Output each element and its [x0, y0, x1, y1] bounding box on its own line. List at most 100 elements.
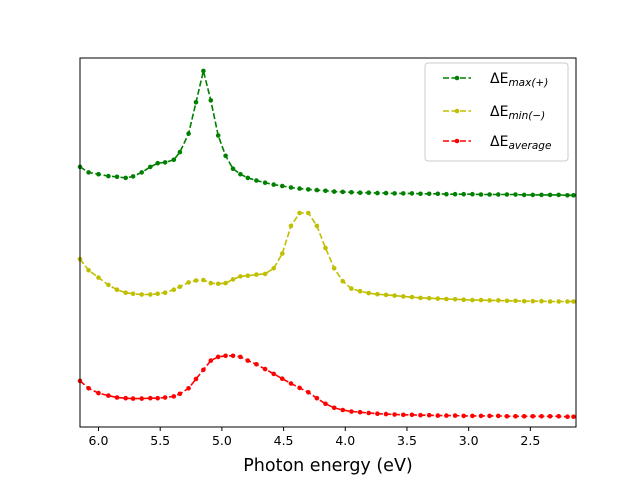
data-point-2-19 [230, 353, 236, 359]
data-point-1-29 [314, 223, 320, 229]
data-point-1-11 [171, 287, 177, 293]
data-point-1-28 [306, 210, 311, 216]
data-point-0-54 [530, 192, 536, 198]
data-point-1-35 [366, 290, 372, 296]
data-point-2-34 [357, 409, 363, 415]
data-point-2-25 [280, 376, 285, 382]
data-point-0-59 [571, 193, 576, 198]
data-point-1-52 [513, 298, 518, 304]
data-point-1-30 [323, 245, 328, 251]
data-point-0-41 [418, 191, 423, 197]
data-point-0-52 [513, 192, 518, 197]
data-point-2-43 [435, 413, 441, 418]
x-tick-label: 6.0 [89, 433, 109, 448]
data-point-2-26 [288, 381, 294, 386]
data-point-1-8 [148, 292, 153, 297]
legend-swatch-marker [454, 108, 460, 114]
data-point-0-45 [452, 191, 458, 197]
data-point-0-8 [148, 164, 153, 170]
data-point-0-18 [223, 153, 228, 159]
data-point-0-27 [297, 186, 302, 191]
data-point-0-44 [444, 191, 449, 197]
data-point-2-55 [539, 414, 544, 419]
data-point-1-48 [478, 297, 484, 303]
data-point-2-57 [556, 414, 561, 419]
data-point-0-3 [106, 173, 111, 179]
data-point-1-43 [435, 296, 441, 301]
data-point-2-31 [331, 405, 337, 411]
data-point-1-55 [539, 298, 544, 304]
data-point-2-45 [452, 413, 458, 418]
x-tick-label: 5.0 [212, 433, 232, 448]
data-point-0-7 [139, 170, 144, 175]
data-point-1-57 [556, 299, 561, 304]
data-point-2-41 [418, 412, 423, 418]
data-point-2-44 [444, 413, 449, 418]
data-point-0-9 [155, 160, 160, 166]
data-point-1-26 [288, 223, 294, 229]
data-point-2-53 [521, 414, 527, 419]
data-point-2-56 [547, 414, 553, 419]
data-point-1-2 [96, 275, 101, 280]
data-point-2-17 [215, 354, 221, 360]
data-point-1-54 [530, 298, 536, 304]
data-point-2-11 [171, 394, 177, 399]
data-point-0-5 [123, 175, 128, 181]
legend-label-main: ΔE [490, 71, 508, 87]
data-point-1-37 [383, 292, 389, 298]
data-point-1-3 [106, 282, 111, 288]
data-point-0-32 [340, 189, 346, 195]
data-point-2-18 [223, 353, 228, 359]
data-point-0-50 [496, 192, 501, 197]
data-point-0-16 [208, 98, 214, 103]
data-point-0-10 [162, 160, 168, 165]
data-point-2-39 [401, 412, 406, 418]
data-point-1-47 [470, 297, 475, 303]
data-point-1-10 [162, 290, 168, 296]
data-point-2-9 [155, 395, 160, 401]
data-point-2-23 [262, 366, 268, 372]
data-point-0-21 [245, 175, 251, 181]
data-point-0-12 [177, 149, 183, 155]
legend-entry-label: ΔEmax(+) [490, 71, 548, 89]
data-point-2-8 [148, 395, 153, 401]
x-axis-ticks: 6.0 5.5 5.0 4.5 4.0 3.5 3.0 2.5 [89, 427, 540, 448]
data-point-1-7 [139, 292, 144, 297]
x-tick-label: 4.5 [274, 433, 294, 448]
data-point-1-49 [487, 298, 492, 303]
data-point-2-28 [306, 390, 311, 395]
data-point-0-48 [478, 192, 484, 197]
data-point-0-56 [547, 192, 553, 198]
x-tick-label: 3.0 [459, 433, 479, 448]
data-point-2-7 [139, 396, 144, 401]
data-point-1-46 [461, 297, 467, 303]
data-point-2-42 [426, 412, 432, 418]
data-point-2-14 [193, 376, 199, 382]
data-point-1-16 [208, 280, 214, 286]
data-point-2-1 [86, 386, 91, 391]
data-point-0-49 [487, 192, 492, 197]
legend-label-main: ΔE [490, 104, 508, 120]
data-point-0-1 [86, 170, 91, 175]
data-point-2-33 [349, 409, 354, 414]
data-point-0-11 [171, 157, 177, 163]
data-point-2-20 [238, 354, 243, 360]
data-point-2-12 [177, 391, 183, 397]
x-tick-label: 3.5 [397, 433, 417, 448]
legend-entry-label: ΔEmin(−) [490, 104, 545, 122]
data-point-1-42 [426, 295, 432, 301]
data-point-2-5 [123, 395, 128, 401]
data-point-1-27 [297, 210, 302, 216]
data-point-0-31 [331, 189, 337, 194]
legend-swatch-marker [454, 138, 460, 144]
data-point-0-22 [254, 178, 259, 183]
data-point-2-46 [461, 413, 467, 419]
data-point-1-41 [418, 295, 423, 301]
data-point-1-25 [280, 251, 285, 256]
data-point-0-33 [349, 190, 354, 195]
data-point-1-15 [201, 277, 206, 283]
data-point-2-10 [162, 395, 168, 400]
plot-markers [77, 68, 576, 420]
data-point-1-21 [245, 273, 251, 279]
